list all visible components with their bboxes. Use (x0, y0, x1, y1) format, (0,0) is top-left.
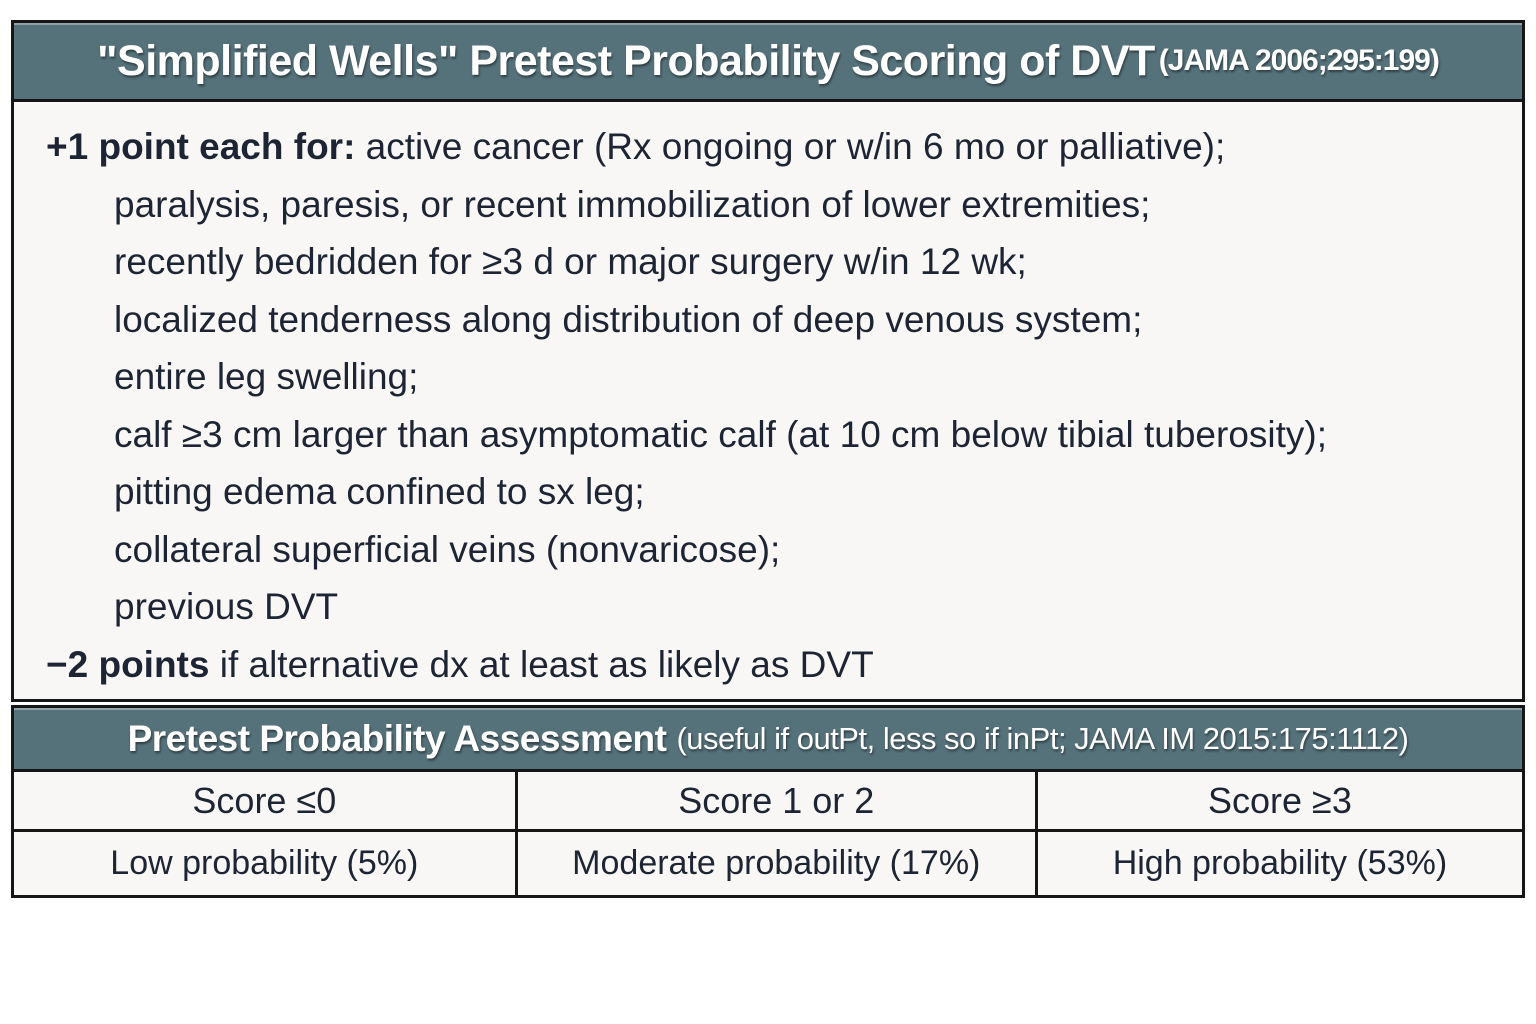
criterion-paralysis: paralysis, paresis, or recent immobiliza… (114, 183, 1151, 225)
criterion-previous-dvt: previous DVT (114, 586, 339, 627)
scoring-citation: (JAMA 2006;295:199) (1158, 44, 1440, 77)
table-value-row: Low probability (5%) Moderate probabilit… (14, 832, 1522, 895)
criteria-minus-rule: −2 points if alternative dx at least as … (14, 636, 1502, 694)
probability-table: Score ≤0 Score 1 or 2 Score ≥3 Low proba… (14, 772, 1522, 895)
table-header-row: Score ≤0 Score 1 or 2 Score ≥3 (14, 772, 1522, 832)
header-score-low: Score ≤0 (192, 779, 337, 821)
value-low-probability: Low probability (5%) (110, 844, 419, 882)
wells-scoring-card: "Simplified Wells" Pretest Probability S… (11, 20, 1525, 702)
scoring-title-bar: "Simplified Wells" Pretest Probability S… (14, 23, 1522, 102)
assessment-title: Pretest Probability Assessment (127, 717, 667, 759)
criteria-plus-rule: +1 point each for: active cancer (Rx ong… (14, 118, 1502, 176)
minus-points-text: if alternative dx at least as likely as … (209, 643, 874, 685)
value-moderate-probability: Moderate probability (17%) (514, 832, 1038, 895)
criterion-bedridden: recently bedridden for ≥3 d or major sur… (114, 241, 1027, 282)
criterion-calf-size: calf ≥3 cm larger than asymptomatic calf… (114, 413, 1327, 455)
scoring-title: "Simplified Wells" Pretest Probability S… (97, 36, 1155, 85)
criterion-tenderness: localized tenderness along distribution … (114, 298, 1143, 340)
criterion-pitting-edema: pitting edema confined to sx leg; (114, 471, 645, 512)
value-high-probability: High probability (53%) (1112, 844, 1448, 882)
criterion-leg-swelling: entire leg swelling; (114, 356, 419, 397)
criterion-active-cancer: active cancer (Rx ongoing or w/in 6 mo o… (355, 126, 1226, 167)
criterion-collateral-veins: collateral superficial veins (nonvaricos… (114, 528, 781, 570)
criteria-list: +1 point each for: active cancer (Rx ong… (14, 102, 1522, 693)
minus-points-prefix: −2 points (46, 643, 210, 685)
header-score-mid: Score 1 or 2 (514, 772, 1038, 829)
assessment-citation: (useful if outPt, less so if inPt; JAMA … (676, 720, 1409, 756)
header-score-high: Score ≥3 (1208, 779, 1352, 821)
assessment-title-bar: Pretest Probability Assessment (useful i… (14, 708, 1522, 772)
plus-points-prefix: +1 point each for: (46, 126, 356, 167)
pretest-probability-card: Pretest Probability Assessment (useful i… (11, 705, 1525, 898)
